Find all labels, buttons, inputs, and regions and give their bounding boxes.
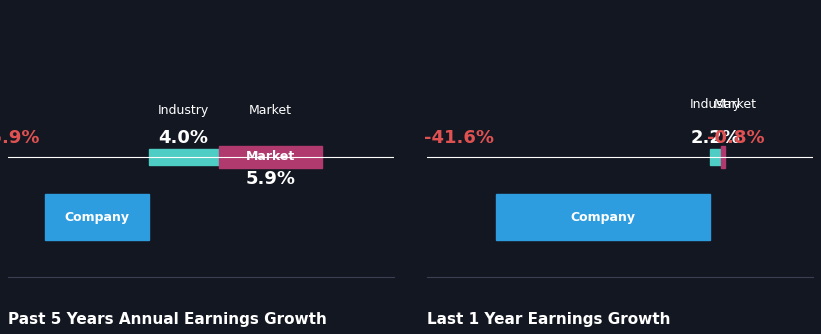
- Bar: [149, 149, 218, 165]
- Text: -41.6%: -41.6%: [424, 129, 494, 147]
- Text: Past 5 Years Annual Earnings Growth: Past 5 Years Annual Earnings Growth: [8, 312, 327, 327]
- Bar: [721, 146, 725, 168]
- Text: Industry: Industry: [690, 98, 741, 111]
- Bar: [45, 194, 149, 240]
- Text: Industry: Industry: [158, 104, 209, 117]
- Text: 2.2%: 2.2%: [690, 129, 741, 147]
- Text: 5.9%: 5.9%: [245, 170, 296, 188]
- Text: Market: Market: [714, 98, 757, 111]
- Text: Market: Market: [249, 104, 292, 117]
- Text: -5.9%: -5.9%: [0, 129, 39, 147]
- Text: Last 1 Year Earnings Growth: Last 1 Year Earnings Growth: [427, 312, 671, 327]
- Bar: [496, 194, 710, 240]
- Bar: [218, 146, 322, 168]
- Text: Company: Company: [64, 211, 129, 223]
- Text: 4.0%: 4.0%: [158, 129, 209, 147]
- Text: Company: Company: [571, 211, 635, 223]
- Bar: [710, 149, 721, 165]
- Text: Market: Market: [245, 151, 295, 163]
- Text: -0.8%: -0.8%: [707, 129, 764, 147]
